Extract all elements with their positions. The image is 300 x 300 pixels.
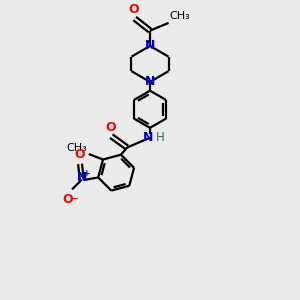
Text: N: N <box>145 39 155 52</box>
Text: +: + <box>83 169 90 178</box>
Text: O: O <box>105 122 116 134</box>
Text: CH₃: CH₃ <box>66 143 87 153</box>
Text: N: N <box>76 171 87 184</box>
Text: O: O <box>63 194 73 206</box>
Text: O: O <box>75 148 86 161</box>
Text: H: H <box>155 131 164 144</box>
Text: O: O <box>128 3 139 16</box>
Text: N: N <box>145 76 155 88</box>
Text: CH₃: CH₃ <box>170 11 190 21</box>
Text: −: − <box>70 194 79 204</box>
Text: N: N <box>143 131 153 144</box>
